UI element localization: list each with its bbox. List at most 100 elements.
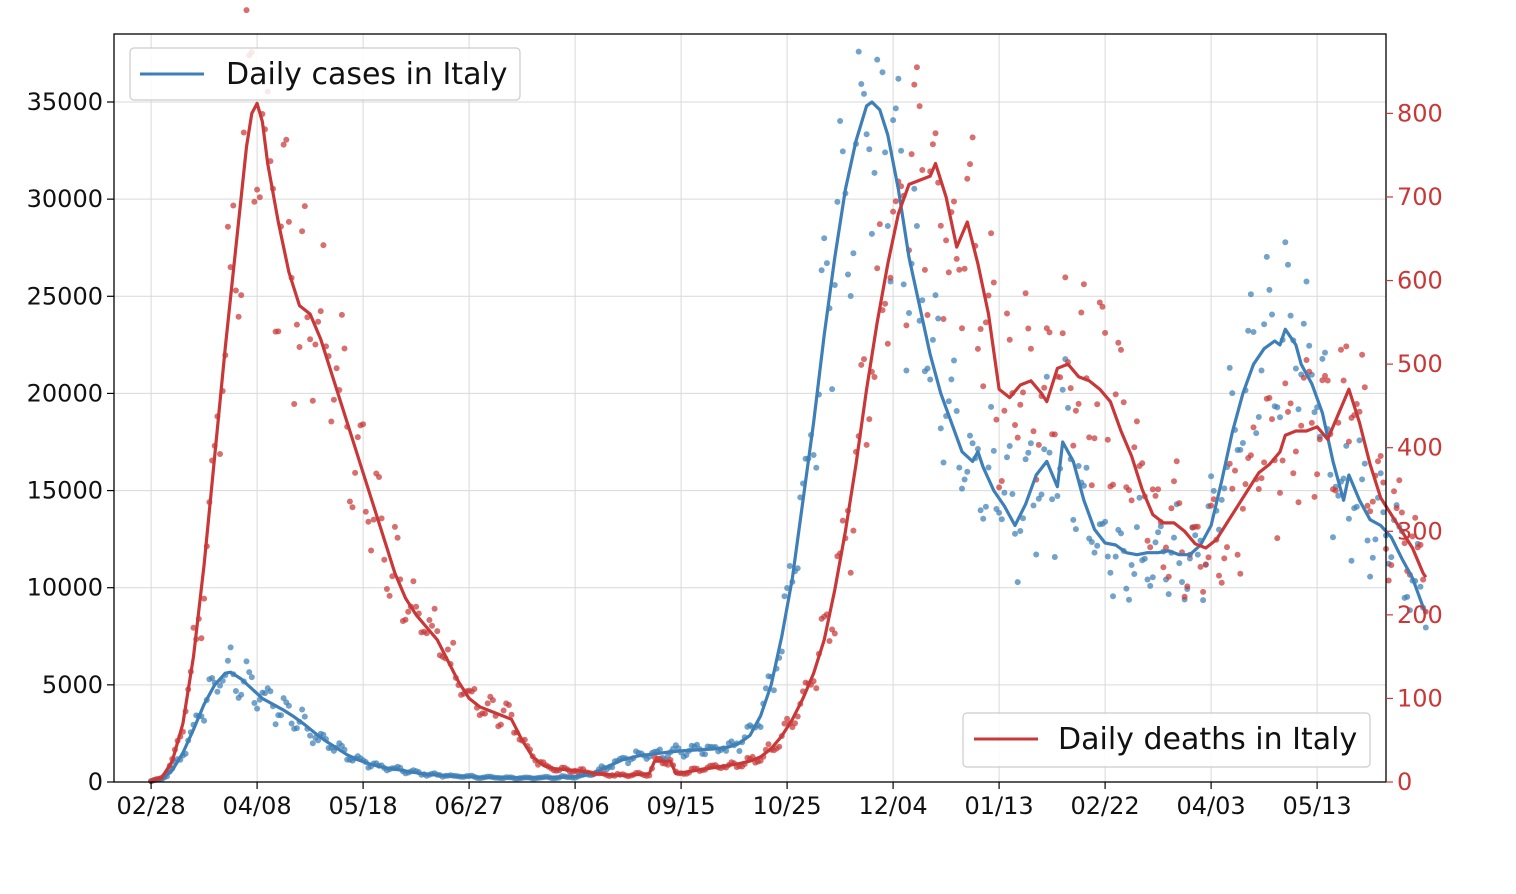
data-point — [1287, 400, 1294, 407]
data-point — [890, 117, 897, 124]
data-point — [254, 186, 261, 193]
data-point — [238, 292, 245, 299]
data-point — [911, 81, 918, 88]
data-point — [892, 198, 899, 205]
data-point — [1348, 557, 1355, 564]
data-point — [315, 318, 322, 325]
data-point — [956, 464, 963, 471]
data-point — [863, 131, 870, 138]
data-point — [927, 376, 934, 383]
data-point — [1269, 311, 1275, 318]
data-point — [982, 503, 989, 510]
data-point — [1391, 488, 1397, 495]
data-point — [1404, 593, 1411, 600]
data-point — [497, 721, 504, 728]
data-point — [309, 397, 316, 404]
data-point — [1152, 539, 1159, 546]
data-point — [1322, 372, 1328, 379]
data-point — [1001, 407, 1008, 414]
data-point — [381, 556, 388, 563]
data-point — [1224, 544, 1230, 551]
data-point — [1027, 345, 1034, 352]
data-point — [1126, 487, 1132, 494]
data-point — [906, 310, 912, 316]
data-point — [376, 474, 382, 480]
y-left-tick-label: 35000 — [27, 88, 103, 116]
data-point — [1022, 456, 1029, 463]
data-point — [246, 669, 253, 676]
data-point — [929, 141, 936, 148]
data-point — [887, 274, 894, 281]
data-point — [1147, 582, 1154, 589]
data-point — [826, 638, 833, 644]
data-point — [1277, 489, 1283, 496]
data-point — [1359, 476, 1366, 483]
data-point — [1253, 430, 1260, 437]
data-point — [299, 706, 306, 713]
data-point — [444, 646, 451, 653]
data-point — [1088, 539, 1095, 545]
data-point — [352, 469, 359, 476]
data-point — [1030, 502, 1037, 509]
data-point — [866, 146, 873, 153]
data-point — [1144, 576, 1151, 583]
data-point — [951, 357, 957, 364]
data-point — [1332, 487, 1339, 494]
data-point — [1364, 502, 1371, 509]
data-point — [943, 237, 950, 244]
plot-frame — [113, 33, 1387, 783]
data-point — [937, 222, 944, 229]
data-point — [985, 464, 992, 471]
data-point — [254, 705, 261, 712]
data-point — [1380, 479, 1387, 486]
data-point — [1083, 464, 1090, 471]
data-point — [309, 740, 316, 747]
data-point — [895, 75, 902, 82]
data-point — [248, 674, 255, 681]
data-point — [813, 685, 820, 692]
data-point — [1144, 537, 1151, 544]
data-point — [1261, 321, 1268, 328]
data-point — [394, 534, 401, 541]
data-point — [243, 658, 250, 665]
x-tick-label: 12/04 — [859, 792, 928, 820]
data-point — [847, 293, 854, 299]
x-axis: 02/28 04/08 05/18 06/27 08/06 09/15 10/25 12/04… — [117, 782, 1352, 820]
data-point — [378, 515, 385, 522]
data-point — [1131, 571, 1138, 577]
data-point — [1006, 443, 1013, 449]
data-point — [1149, 486, 1156, 493]
data-point — [1004, 454, 1010, 461]
data-point — [1194, 551, 1201, 558]
data-point — [1123, 585, 1130, 592]
data-point — [1176, 500, 1183, 507]
data-point — [953, 255, 960, 262]
data-point — [956, 266, 963, 273]
scatter-points — [148, 7, 1429, 785]
data-point — [908, 151, 915, 158]
data-point — [948, 376, 955, 383]
data-point — [1221, 555, 1228, 562]
data-point — [1030, 428, 1037, 435]
data-point — [1266, 394, 1273, 401]
data-point — [850, 250, 857, 257]
data-point — [235, 313, 242, 320]
data-point — [1009, 491, 1016, 497]
data-point — [1303, 278, 1310, 285]
data-point — [272, 721, 279, 728]
data-point — [762, 685, 769, 692]
data-point — [1051, 554, 1058, 560]
data-point — [945, 269, 952, 276]
data-point — [1152, 492, 1159, 499]
data-point — [1229, 485, 1236, 492]
data-point — [1422, 624, 1429, 631]
data-point — [1369, 554, 1376, 561]
data-point — [855, 48, 862, 55]
data-point — [990, 447, 997, 454]
x-tick-label: 06/27 — [435, 792, 504, 820]
data-point — [251, 198, 258, 205]
data-point — [1038, 491, 1045, 498]
data-point — [935, 315, 942, 322]
data-point — [871, 374, 878, 380]
data-point — [1380, 509, 1387, 516]
